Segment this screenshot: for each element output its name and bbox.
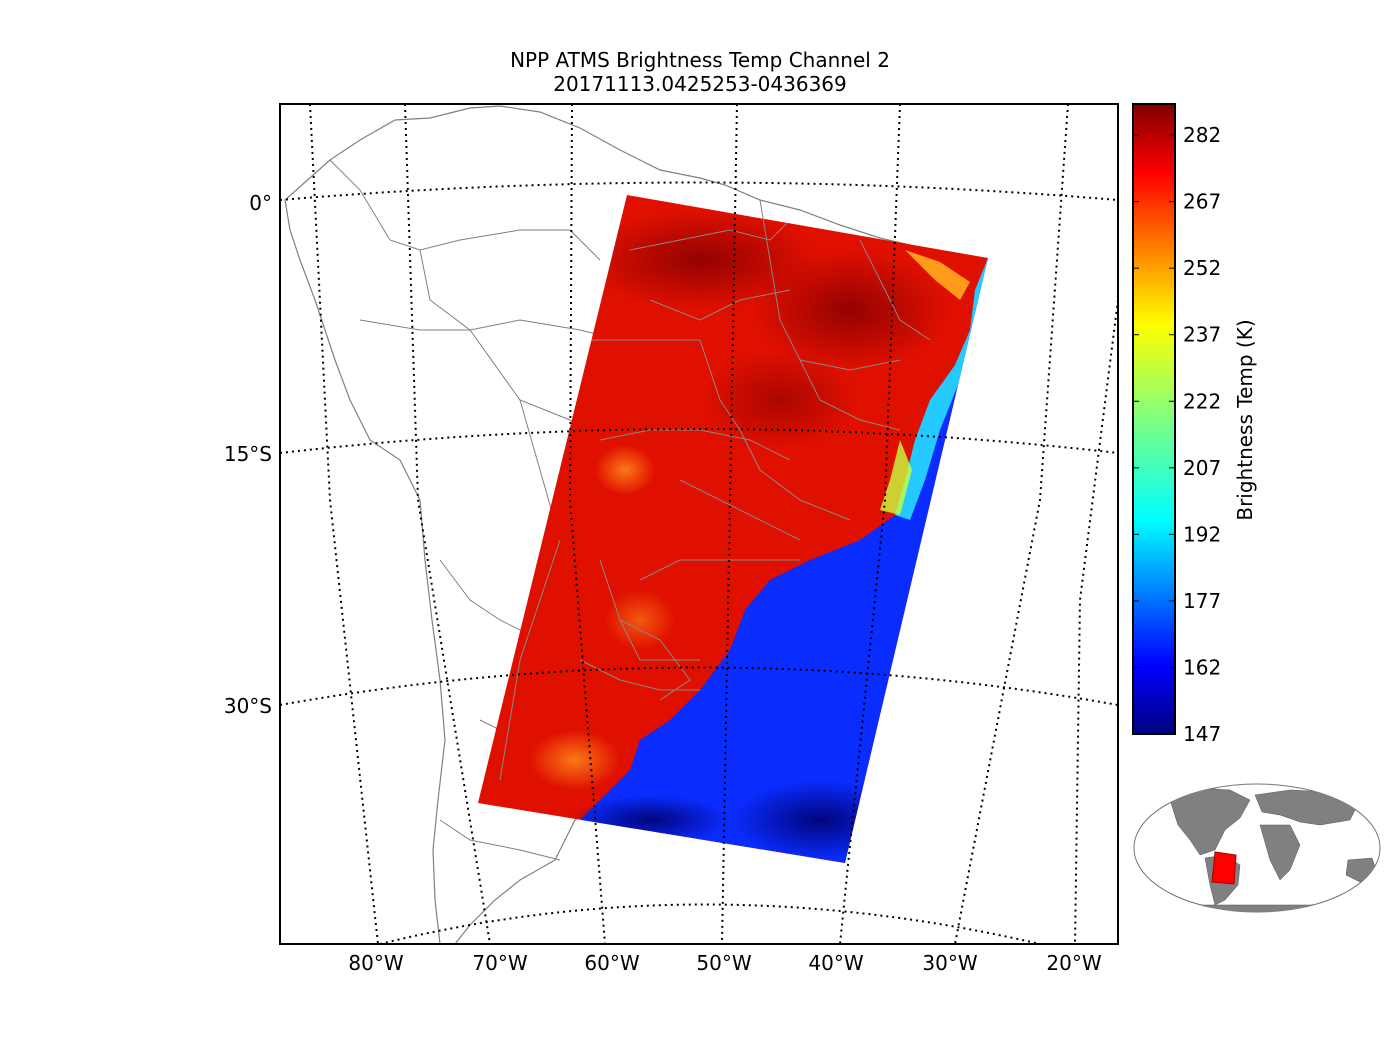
lon-label: 50°W	[696, 951, 751, 975]
colorbar-tick-label: 252	[1183, 256, 1221, 280]
lon-label: 60°W	[584, 951, 639, 975]
lat-label: 0°	[249, 191, 272, 215]
lon-label: 30°W	[922, 951, 977, 975]
lat-label: 15°S	[224, 442, 272, 466]
graticule	[280, 104, 1118, 944]
inset-north-america	[1169, 787, 1251, 856]
lon-label: 80°W	[348, 951, 403, 975]
colorbar: 282 267 252 237 222 207 192 177 162 147 Brightnes…	[1132, 103, 1257, 746]
lon-label: 40°W	[808, 951, 863, 975]
colorbar-tick-label: 267	[1183, 190, 1221, 214]
lat-label: 30°S	[224, 694, 272, 718]
title-line-1: NPP ATMS Brightness Temp Channel 2	[510, 48, 890, 72]
inset-eurasia	[1254, 789, 1361, 826]
map-area	[280, 104, 1118, 944]
lon-label: 20°W	[1046, 951, 1101, 975]
inset-world-map	[1133, 783, 1381, 913]
inset-africa	[1259, 824, 1301, 881]
colorbar-tick-label: 222	[1183, 389, 1221, 413]
colorbar-tick-label: 192	[1183, 522, 1221, 546]
colorbar-tick-label: 237	[1183, 323, 1221, 347]
colorbar-label: Brightness Temp (K)	[1233, 319, 1257, 520]
inset-swath-marker	[1211, 851, 1237, 885]
colorbar-tick-label: 177	[1183, 589, 1221, 613]
lon-label: 70°W	[472, 951, 527, 975]
latitude-labels: 0° 15°S 30°S	[224, 191, 272, 718]
colorbar-tick-label: 207	[1183, 456, 1221, 480]
colorbar-tick-label: 147	[1183, 722, 1221, 746]
longitude-labels: 80°W 70°W 60°W 50°W 40°W 30°W 20°W	[348, 951, 1101, 975]
inset-antarctica	[1179, 904, 1341, 912]
map-title: NPP ATMS Brightness Temp Channel 2 20171…	[280, 48, 1120, 96]
colorbar-tick-label: 162	[1183, 655, 1221, 679]
colorbar-gradient	[1132, 103, 1176, 735]
title-line-2: 20171113.0425253-0436369	[553, 72, 847, 96]
colorbar-tick-label: 282	[1183, 123, 1221, 147]
colorbar-ticks: 282 267 252 237 222 207 192 177 162 147	[1133, 123, 1221, 746]
map-frame	[279, 103, 1119, 945]
